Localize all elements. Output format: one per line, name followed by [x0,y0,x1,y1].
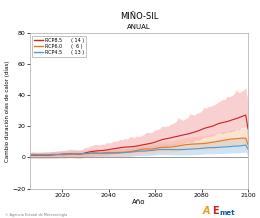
Text: © Agencia Estatal de Meteorología: © Agencia Estatal de Meteorología [5,213,67,217]
Text: A: A [203,206,210,216]
Text: met: met [220,210,235,216]
X-axis label: Año: Año [132,199,146,205]
Y-axis label: Cambio duración olas de calor (días): Cambio duración olas de calor (días) [4,60,10,162]
Text: E: E [212,206,218,216]
Text: MIÑO-SIL: MIÑO-SIL [120,12,158,21]
Text: ANUAL: ANUAL [127,24,151,30]
Legend: RCP8.5      ( 14 ), RCP6.0      (  6 ), RCP4.5      ( 13 ): RCP8.5 ( 14 ), RCP6.0 ( 6 ), RCP4.5 ( 13… [32,36,86,57]
